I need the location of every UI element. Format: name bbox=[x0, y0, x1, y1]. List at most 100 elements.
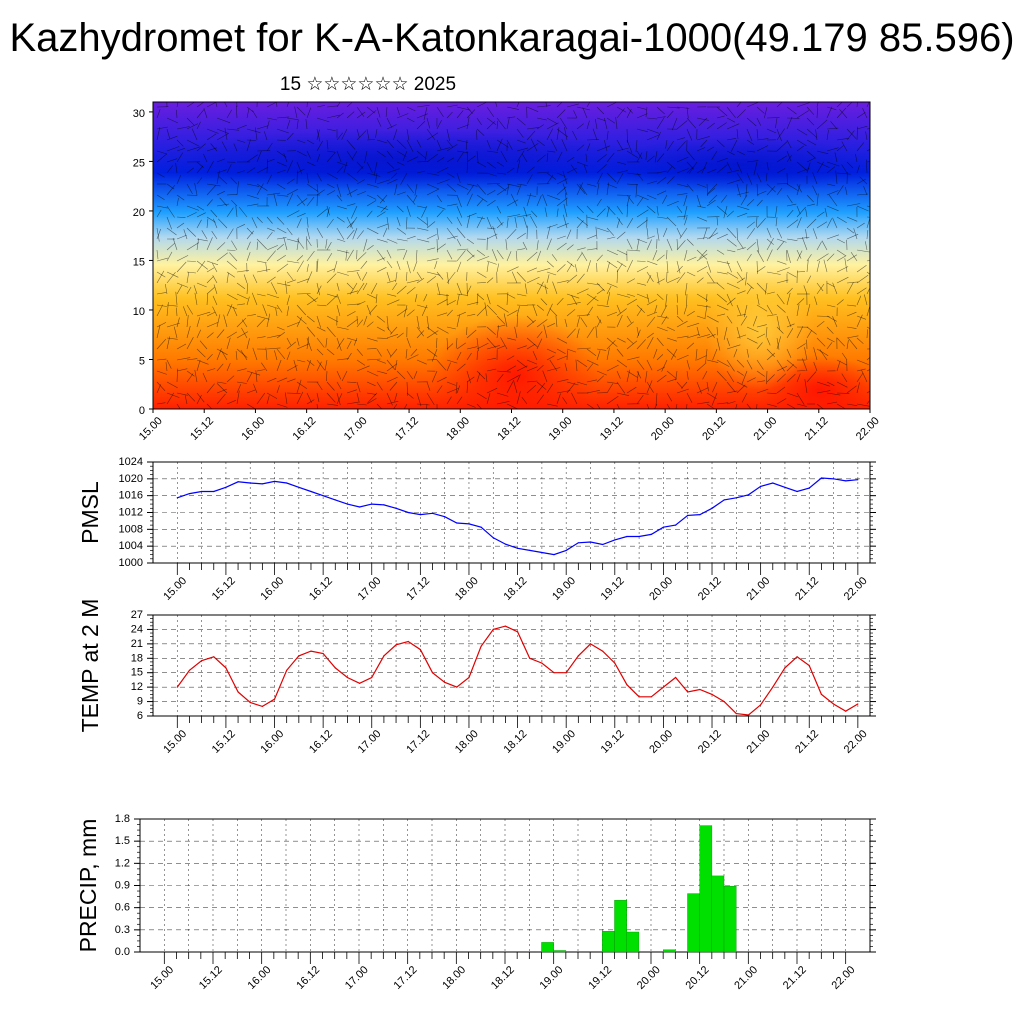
pmsl-point bbox=[857, 479, 859, 481]
temp-point bbox=[832, 703, 835, 705]
temp-x-tick-label: 17.00 bbox=[356, 728, 384, 756]
heatmap-x-tick-label: 17.00 bbox=[342, 415, 370, 443]
heatmap-x-tick-label: 21.12 bbox=[803, 415, 831, 443]
temp-point bbox=[480, 645, 482, 647]
precip-bar bbox=[553, 950, 567, 953]
temp-point bbox=[784, 667, 786, 669]
temp-point bbox=[322, 652, 324, 655]
heatmap-x-tick-label: 22.00 bbox=[854, 415, 882, 443]
temp-x-tick-label: 17.12 bbox=[404, 728, 432, 756]
pmsl-point bbox=[626, 535, 628, 538]
temp-point bbox=[638, 696, 640, 698]
temp-y-tick-label: 21 bbox=[131, 638, 143, 650]
heatmap-x-tick-label: 16.00 bbox=[239, 415, 267, 443]
pmsl-point bbox=[249, 482, 251, 484]
pmsl-y-tick-label: 1000 bbox=[119, 557, 143, 569]
temp-point bbox=[589, 643, 592, 645]
pmsl-y-tick-label: 1004 bbox=[119, 540, 143, 552]
heatmap-x-tick-label: 20.00 bbox=[649, 415, 677, 443]
pmsl-point bbox=[577, 542, 579, 544]
pmsl-point bbox=[504, 543, 506, 545]
pmsl-point bbox=[845, 480, 847, 482]
pmsl-point bbox=[784, 486, 786, 488]
temp-point bbox=[614, 662, 616, 664]
temp-grid bbox=[153, 615, 870, 716]
precip-bar bbox=[699, 825, 713, 953]
temp-point bbox=[772, 686, 774, 688]
temp-point bbox=[517, 631, 519, 633]
precip-x-tick-label: 17.00 bbox=[343, 964, 371, 992]
pmsl-x-tick-label: 22.00 bbox=[842, 575, 870, 603]
temp-point bbox=[723, 701, 725, 703]
pmsl-grid bbox=[153, 462, 870, 563]
pmsl-point bbox=[176, 497, 178, 499]
pmsl-point bbox=[565, 549, 567, 552]
precip-bar bbox=[687, 893, 700, 953]
temp-point bbox=[310, 650, 312, 652]
pmsl-point bbox=[480, 526, 482, 528]
temp-point bbox=[760, 704, 762, 706]
precip-bar bbox=[602, 931, 615, 953]
heatmap-x-tick-label: 20.12 bbox=[700, 415, 728, 443]
pmsl-point bbox=[407, 511, 409, 514]
temp-point bbox=[857, 703, 859, 705]
heatmap-y-tick-label: 25 bbox=[133, 157, 145, 169]
temp-point bbox=[504, 625, 506, 627]
pmsl-point bbox=[273, 480, 276, 482]
heatmap-x-tick-label: 15.00 bbox=[137, 415, 165, 443]
pmsl-point bbox=[614, 539, 616, 541]
pmsl-point bbox=[201, 490, 203, 493]
precip-bar bbox=[626, 931, 640, 953]
pmsl-point bbox=[419, 514, 421, 516]
heatmap-cool-zone bbox=[705, 270, 815, 390]
temp-point bbox=[675, 676, 677, 679]
pmsl-x-tick-label: 19.12 bbox=[599, 575, 627, 603]
temp-point bbox=[346, 676, 348, 679]
precip-x-tick-label: 22.00 bbox=[830, 964, 858, 992]
temp-point bbox=[298, 655, 300, 657]
temp-point bbox=[444, 681, 446, 683]
precip-x-tick-label: 20.12 bbox=[684, 964, 712, 992]
heatmap-field bbox=[153, 102, 870, 409]
temp-point bbox=[650, 696, 652, 698]
temp-point bbox=[371, 676, 373, 679]
temp-x-tick-label: 19.00 bbox=[550, 728, 578, 756]
pmsl-x-tick-label: 15.00 bbox=[161, 575, 189, 603]
temp-point bbox=[395, 644, 397, 646]
heatmap-x-tick-label: 19.00 bbox=[547, 415, 575, 443]
pmsl-point bbox=[553, 554, 555, 556]
temp-y-tick-label: 15 bbox=[131, 667, 143, 679]
pmsl-point bbox=[662, 526, 665, 528]
temp-point bbox=[286, 669, 288, 671]
pmsl-point bbox=[699, 514, 701, 516]
temp-y-tick-label: 6 bbox=[137, 710, 143, 722]
temp-point bbox=[541, 662, 543, 664]
temp-point bbox=[553, 672, 555, 674]
temp-x-tick-label: 18.00 bbox=[453, 728, 481, 756]
pmsl-point bbox=[796, 490, 798, 493]
precip-x-tick-label: 19.00 bbox=[538, 964, 566, 992]
temp-x-tick-label: 20.00 bbox=[647, 728, 675, 756]
pmsl-point bbox=[261, 483, 263, 485]
temp-point bbox=[213, 656, 215, 658]
pmsl-x-tick-label: 18.12 bbox=[501, 575, 529, 603]
precip-x-tick-label: 15.00 bbox=[148, 964, 176, 992]
precip-x-tick-label: 18.00 bbox=[440, 964, 468, 992]
temp-x-tick-label: 15.00 bbox=[161, 728, 189, 756]
temp-point bbox=[237, 691, 239, 693]
pmsl-point bbox=[723, 499, 725, 501]
temp-point bbox=[577, 655, 579, 657]
heatmap-x-tick-label: 17.12 bbox=[393, 415, 421, 443]
temp-x-tick-label: 19.12 bbox=[599, 728, 627, 756]
temp-point bbox=[431, 672, 434, 674]
heatmap-jet-core-right bbox=[600, 137, 870, 193]
pmsl-point bbox=[237, 481, 239, 483]
pmsl-point bbox=[346, 503, 348, 505]
pmsl-point bbox=[589, 541, 592, 543]
pmsl-x-tick-label: 20.00 bbox=[647, 575, 675, 603]
precip-bar bbox=[711, 875, 725, 953]
temp-y-label: TEMP at 2 M bbox=[77, 599, 103, 733]
temp-point bbox=[820, 693, 823, 696]
precip-y-tick-label: 0.3 bbox=[115, 924, 130, 936]
